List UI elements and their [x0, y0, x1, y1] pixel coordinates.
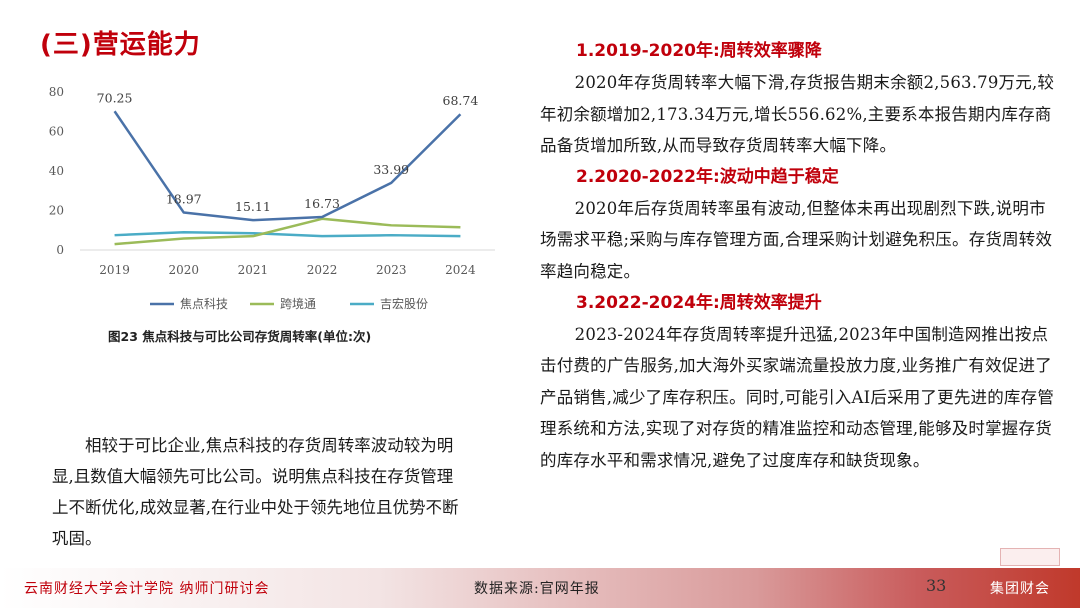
x-tick-label: 2019 [99, 263, 130, 277]
data-label: 18.97 [166, 192, 202, 207]
y-tick-label: 60 [49, 125, 64, 139]
series-line [113, 110, 462, 222]
x-tick-label: 2020 [168, 263, 199, 277]
section-text: 2020年存货周转率大幅下滑,存货报告期末余额2,563.79万元,较年初余额增… [540, 73, 1055, 156]
x-tick-label: 2024 [445, 263, 476, 277]
series-line [114, 230, 461, 238]
analysis-column: 1.2019-2020年:周转效率骤降 2020年存货周转率大幅下滑,存货报告期… [540, 36, 1062, 477]
legend-label: 焦点科技 [180, 297, 228, 311]
section-title: (三)营运能力 [40, 30, 201, 60]
left-summary-paragraph: 相较于可比企业,焦点科技的存货周转率波动较为明显,且数值大幅领先可比公司。说明焦… [52, 430, 464, 554]
analysis-section-3: 3.2022-2024年:周转效率提升 2023-2024年存货周转率提升迅猛,… [540, 288, 1062, 477]
section-heading: 1.2019-2020年:周转效率骤降 [576, 41, 822, 61]
data-label: 70.25 [97, 90, 133, 105]
legend-label: 吉宏股份 [380, 296, 428, 311]
series-line [114, 217, 461, 246]
legend-label: 跨境通 [280, 296, 316, 311]
corner-decoration [1000, 548, 1060, 566]
y-tick-label: 0 [56, 243, 64, 257]
analysis-section-2: 2.2020-2022年:波动中趋于稳定 2020年后存货周转率虽有波动,但整体… [540, 162, 1062, 288]
footer-bar: 云南财经大学会计学院 纳师门研讨会 数据来源:官网年报 33 集团财会 [0, 568, 1080, 608]
y-tick-label: 40 [49, 164, 64, 178]
section-heading: 3.2022-2024年:周转效率提升 [576, 292, 822, 313]
analysis-section-1: 1.2019-2020年:周转效率骤降 2020年存货周转率大幅下滑,存货报告期… [540, 36, 1062, 162]
y-tick-label: 80 [49, 85, 64, 99]
footer-data-source: 数据来源:官网年报 [474, 581, 600, 597]
footer-organization: 云南财经大学会计学院 纳师门研讨会 [24, 581, 270, 597]
x-tick-label: 2023 [376, 263, 407, 277]
section-heading: 2.2020-2022年:波动中趋于稳定 [576, 166, 839, 187]
data-label: 16.73 [304, 196, 340, 211]
x-tick-label: 2021 [238, 263, 269, 277]
data-label: 68.74 [443, 93, 479, 108]
left-summary-text: 相较于可比企业,焦点科技的存货周转率波动较为明显,且数值大幅领先可比公司。说明焦… [52, 436, 459, 548]
data-label: 15.11 [235, 199, 271, 214]
figure-caption: 图23 焦点科技与可比公司存货周转率(单位:次) [108, 329, 372, 344]
y-tick-label: 20 [49, 204, 64, 218]
x-tick-label: 2022 [307, 263, 338, 277]
section-text: 2023-2024年存货周转率提升迅猛,2023年中国制造网推出按点击付费的广告… [540, 324, 1055, 470]
page-number: 33 [926, 576, 947, 595]
brand-label: 集团财会 [990, 581, 1050, 597]
data-label: 33.99 [373, 162, 409, 177]
section-text: 2020年后存货周转率虽有波动,但整体未再出现剧烈下跌,说明市场需求平稳;采购与… [540, 198, 1053, 281]
inventory-turnover-chart: 0 20 40 60 80 2019 2020 2021 2022 2023 2024 70.25 18… [30, 72, 510, 322]
